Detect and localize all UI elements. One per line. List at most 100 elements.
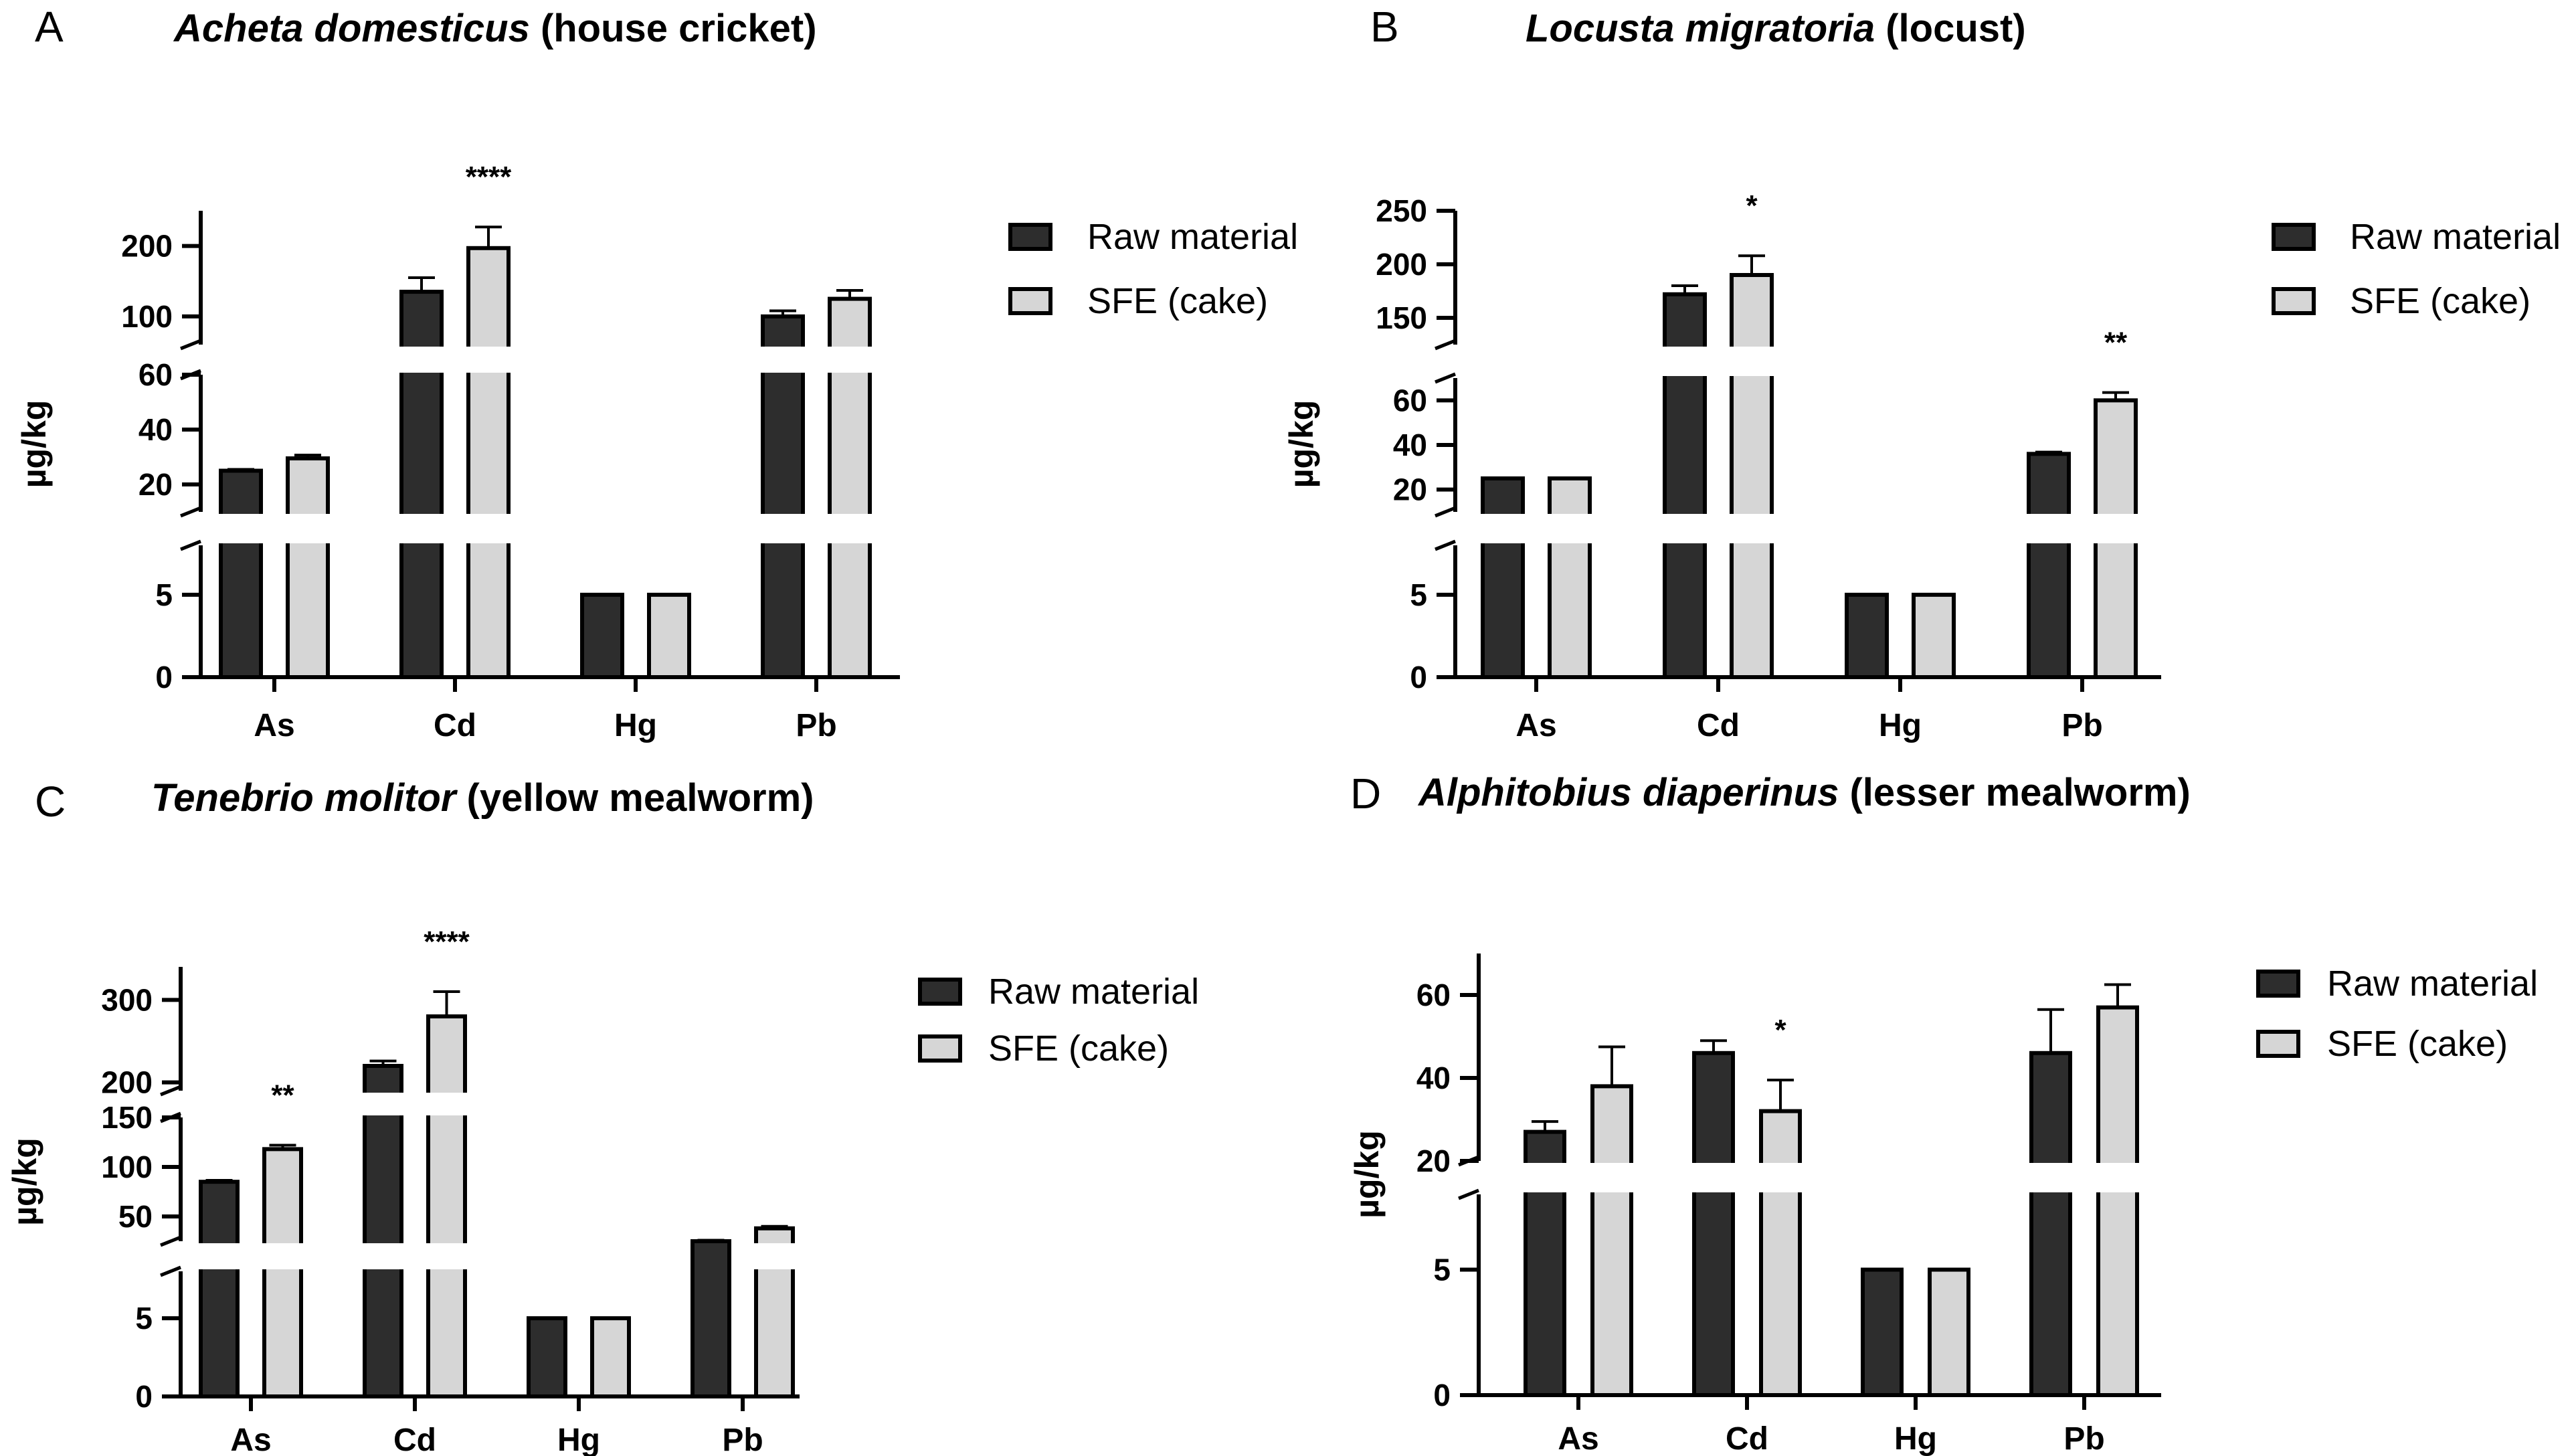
significance-marker: ** [2104,327,2128,359]
bar-break-gap [1728,514,1776,543]
x-tick-label: Hg [557,1423,600,1456]
chart-title-species: Tenebrio molitor [151,776,458,820]
bar-raw-as [219,468,263,679]
bar-sfe-cd [1730,273,1774,679]
y-tick-label: 0 [1433,1378,1451,1413]
bar-break-gap [826,347,874,373]
legend-label-sfe: SFE (cake) [988,1028,1169,1069]
x-tick-label: Cd [1697,708,1740,743]
y-tick-label: 5 [1410,577,1427,612]
bar-sfe-hg [1912,592,1956,679]
panel-letter: D [1350,769,1381,818]
y-axis-label: µg/kg [1283,400,1320,488]
x-tick-label: Pb [796,708,836,743]
x-tick-label: As [1515,708,1556,743]
y-tick-label: 5 [1433,1253,1451,1287]
bar-break-gap [1728,347,1776,376]
bar-break-gap [424,1243,469,1269]
bar-break-gap [1522,1163,1568,1192]
bar-sfe-as [262,1147,303,1398]
legend-swatch-sfe [1008,287,1052,315]
bar-break-gap [826,514,874,543]
bar-sfe-hg [1928,1267,1970,1397]
legend-swatch-raw [918,978,962,1006]
x-tick-label: Pb [2063,1421,2104,1456]
y-tick-label: 50 [118,1199,153,1234]
bar-sfe-hg [590,1316,631,1398]
y-tick-label: 20 [139,467,173,502]
legend-label-sfe: SFE (cake) [1087,281,1268,321]
significance-marker: * [1774,1014,1786,1046]
y-tick-label: 100 [101,1150,153,1184]
chart-title-common: (lesser mealworm) [1839,771,2190,814]
axis-break-mark [160,1235,181,1247]
legend-label-raw: Raw material [988,972,1199,1012]
bar-break-gap [759,347,807,373]
bar-raw-cd [363,1064,403,1398]
bar-break-gap [197,1243,242,1269]
bar-break-gap [2025,514,2073,543]
y-tick-label: 150 [1376,300,1427,335]
x-tick-label: Cd [434,708,476,743]
axis-break-mark [1435,339,1456,351]
x-tick-label: Hg [1879,708,1922,743]
chart-panel-a: A Acheta domesticus (house cricket) µg/kg 0… [15,3,1298,743]
x-tick-label: Pb [2061,708,2102,743]
y-tick-label: 40 [1393,428,1427,462]
legend-swatch-raw [2272,223,2316,251]
y-tick-label: 300 [101,982,153,1017]
y-tick-label: 0 [1410,660,1427,695]
y-axis-label: µg/kg [15,400,53,488]
bar-break-gap [397,347,446,373]
y-tick-label: 150 [101,1100,153,1135]
y-tick-label: 0 [135,1379,153,1414]
chart-panel-b: B Locusta migratoria (locust) µg/kg 0 5 20 40 6… [1283,3,2561,743]
bar-break-gap [217,514,265,543]
bar-break-gap [1588,1163,1635,1192]
bar-break-gap [2094,1163,2141,1192]
bar-raw-pb [761,314,805,680]
panel-letter: C [35,778,66,826]
legend-swatch-sfe [2256,1030,2300,1058]
x-tick-label: As [1558,1421,1598,1456]
chart-title-common: (locust) [1875,7,2026,50]
panel-letter: A [35,3,64,51]
significance-marker: **** [466,161,512,193]
bar-break-gap [1546,514,1594,543]
y-tick-label: 5 [155,577,173,612]
y-tick-label: 60 [1393,383,1427,418]
chart-title-species: Alphitobius diaperinus [1417,771,1839,814]
legend-label-raw: Raw material [1087,217,1298,257]
y-tick-label: 60 [139,357,173,392]
bar-break-gap [397,514,446,543]
chart-panel-c: C Tenebrio molitor (yellow mealworm) µg/kg… [6,776,1199,1456]
chart-title: Alphitobius diaperinus (lesser mealworm) [1417,771,2191,814]
legend-label-raw: Raw material [2350,217,2561,257]
bar-sfe-hg [647,592,691,679]
bar-break-gap [260,1243,305,1269]
bar-raw-hg [1861,1267,1904,1397]
axis-break-mark [1435,372,1456,384]
y-tick-label: 20 [1416,1144,1451,1178]
bar-sfe-cd [426,1014,467,1398]
legend-swatch-sfe [918,1034,962,1063]
axis-break-mark [160,1265,181,1277]
bar-raw-pb [691,1239,731,1398]
bar-break-gap [284,514,332,543]
y-tick-label: 0 [155,660,173,695]
significance-marker: * [1746,189,1758,222]
chart-title-common: (house cricket) [530,7,817,50]
bar-sfe-as [1590,1084,1633,1398]
bar-raw-hg [1845,592,1889,679]
y-tick-label: 200 [1376,247,1427,282]
chart-panel-d: D Alphitobius diaperinus (lesser mealworm… [1348,769,2538,1456]
legend-label-sfe: SFE (cake) [2327,1024,2508,1064]
bar-break-gap [759,514,807,543]
bar-raw-pb [2027,452,2071,679]
y-tick-label: 200 [101,1065,153,1100]
bar-raw-as [199,1180,240,1398]
y-tick-label: 40 [1416,1061,1451,1095]
axis-break-mark [180,339,201,351]
bar-sfe-as [1548,476,1592,679]
bar-break-gap [1757,1163,1804,1192]
